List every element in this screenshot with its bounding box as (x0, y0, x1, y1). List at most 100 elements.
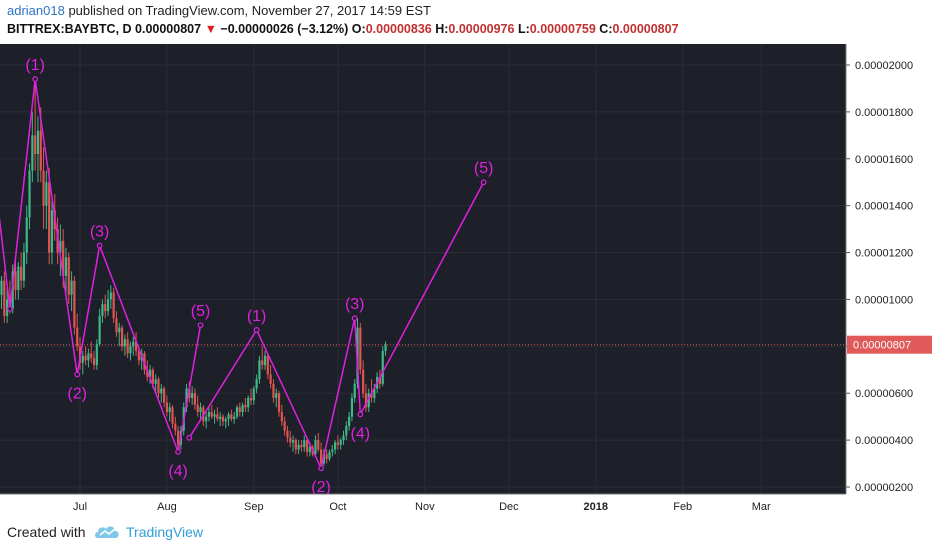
x-tick-label: Feb (673, 501, 692, 513)
candle-body (280, 411, 283, 422)
y-tick-label: 0.00000200 (855, 482, 913, 494)
wave-label: (3) (90, 224, 110, 241)
wave-point (318, 465, 324, 472)
candle-body (62, 240, 65, 276)
x-tick-label: Aug (157, 501, 177, 513)
wave-point (96, 242, 103, 249)
y-tick-label: 0.00001600 (855, 154, 913, 166)
current-price-tag (847, 335, 932, 354)
y-tick-label: 0.00001800 (855, 107, 913, 119)
candle-body (216, 414, 219, 420)
wave-label: (5) (191, 303, 211, 320)
candle-body (162, 388, 166, 403)
candle-body (112, 292, 115, 319)
candle-body (381, 351, 384, 384)
open-label: O: (351, 22, 366, 36)
candle-body (364, 393, 368, 408)
wave-label: (3) (345, 296, 365, 313)
y-tick-label: 0.00001400 (855, 201, 913, 213)
candle-body (339, 440, 342, 445)
candle-body (154, 379, 157, 384)
candle-body (64, 257, 68, 276)
candle-body (120, 327, 124, 347)
candle-body (106, 299, 110, 312)
candle-body (171, 407, 174, 424)
candle-body (241, 404, 244, 412)
candle-body (275, 393, 278, 398)
candle-body (342, 435, 345, 441)
candle-body (224, 419, 227, 422)
candle-body (115, 318, 118, 333)
candle-body (210, 411, 213, 417)
candle-body (266, 355, 269, 375)
candle-body (300, 444, 303, 448)
candle-body (70, 280, 73, 295)
candle-body (67, 257, 70, 295)
candle-body (319, 449, 323, 464)
wave-label: (5) (474, 160, 494, 177)
last-price: 0.00000807 (135, 22, 202, 36)
high-label: H: (435, 22, 449, 36)
candle-body (269, 374, 272, 384)
candle-body (263, 355, 267, 366)
candle-body (87, 353, 90, 361)
price-chart[interactable]: 0.000002000.000004000.000006000.00000800… (0, 44, 932, 514)
candle-body (272, 383, 275, 398)
candle-body (50, 210, 54, 253)
candle-body (359, 327, 362, 370)
time-axis-background (0, 494, 846, 514)
low-value: 0.00000759 (529, 22, 596, 36)
wave-label: (4) (351, 425, 371, 442)
low-label: L: (517, 22, 530, 36)
symbol-label: BITTREX:BAYBTC, D (7, 22, 132, 36)
candle-body (336, 442, 340, 445)
candle-body (233, 416, 236, 420)
candle-body (207, 411, 211, 417)
elliott-wave-line (188, 181, 485, 471)
author-link[interactable]: adrian018 (7, 3, 65, 18)
candle-body (283, 421, 286, 431)
candle-body (328, 451, 331, 459)
candle-body (191, 393, 194, 398)
candle-body (101, 304, 104, 316)
x-tick-label: 2018 (584, 501, 608, 513)
candle-body (370, 393, 373, 398)
chart-frame[interactable]: 0.000002000.000004000.000006000.00000800… (0, 44, 932, 514)
candle-body (76, 327, 79, 347)
candle-body (230, 414, 233, 420)
candle-body (148, 369, 152, 377)
wave-label: (1) (25, 57, 45, 74)
wave-point (480, 179, 487, 186)
candle-body (84, 355, 87, 361)
candle-body (252, 388, 255, 401)
candle-body (168, 407, 171, 412)
candle-body (188, 388, 191, 398)
x-tick-label: Mar (752, 501, 771, 513)
candle-body (73, 280, 76, 328)
price-change: −0.00000026 (−3.12%) (220, 22, 349, 36)
candle-body (134, 341, 138, 352)
candle-body (213, 414, 216, 417)
candle-body (129, 346, 132, 354)
candle-body (238, 407, 241, 412)
price-axis-background (846, 44, 932, 514)
wave-point (357, 411, 364, 418)
candle-body (199, 407, 202, 412)
candle-body (160, 388, 163, 394)
candle-body (255, 379, 258, 389)
candle-body (325, 454, 328, 459)
candle-body (39, 130, 42, 171)
candle-body (95, 343, 98, 366)
x-tick-label: Sep (244, 501, 264, 513)
candle-body (317, 440, 320, 450)
publish-line: adrian018 published on TradingView.com, … (7, 3, 431, 18)
candle-body (261, 360, 264, 366)
tradingview-brand[interactable]: TradingView (126, 524, 204, 540)
candle-body (17, 266, 20, 291)
candle-body (297, 444, 300, 450)
candle-body (59, 240, 62, 253)
footer: Created with TradingView (0, 514, 932, 550)
wave-point (186, 434, 193, 441)
current-price-tag-label: 0.00000807 (853, 340, 911, 352)
wave-point (74, 371, 81, 378)
